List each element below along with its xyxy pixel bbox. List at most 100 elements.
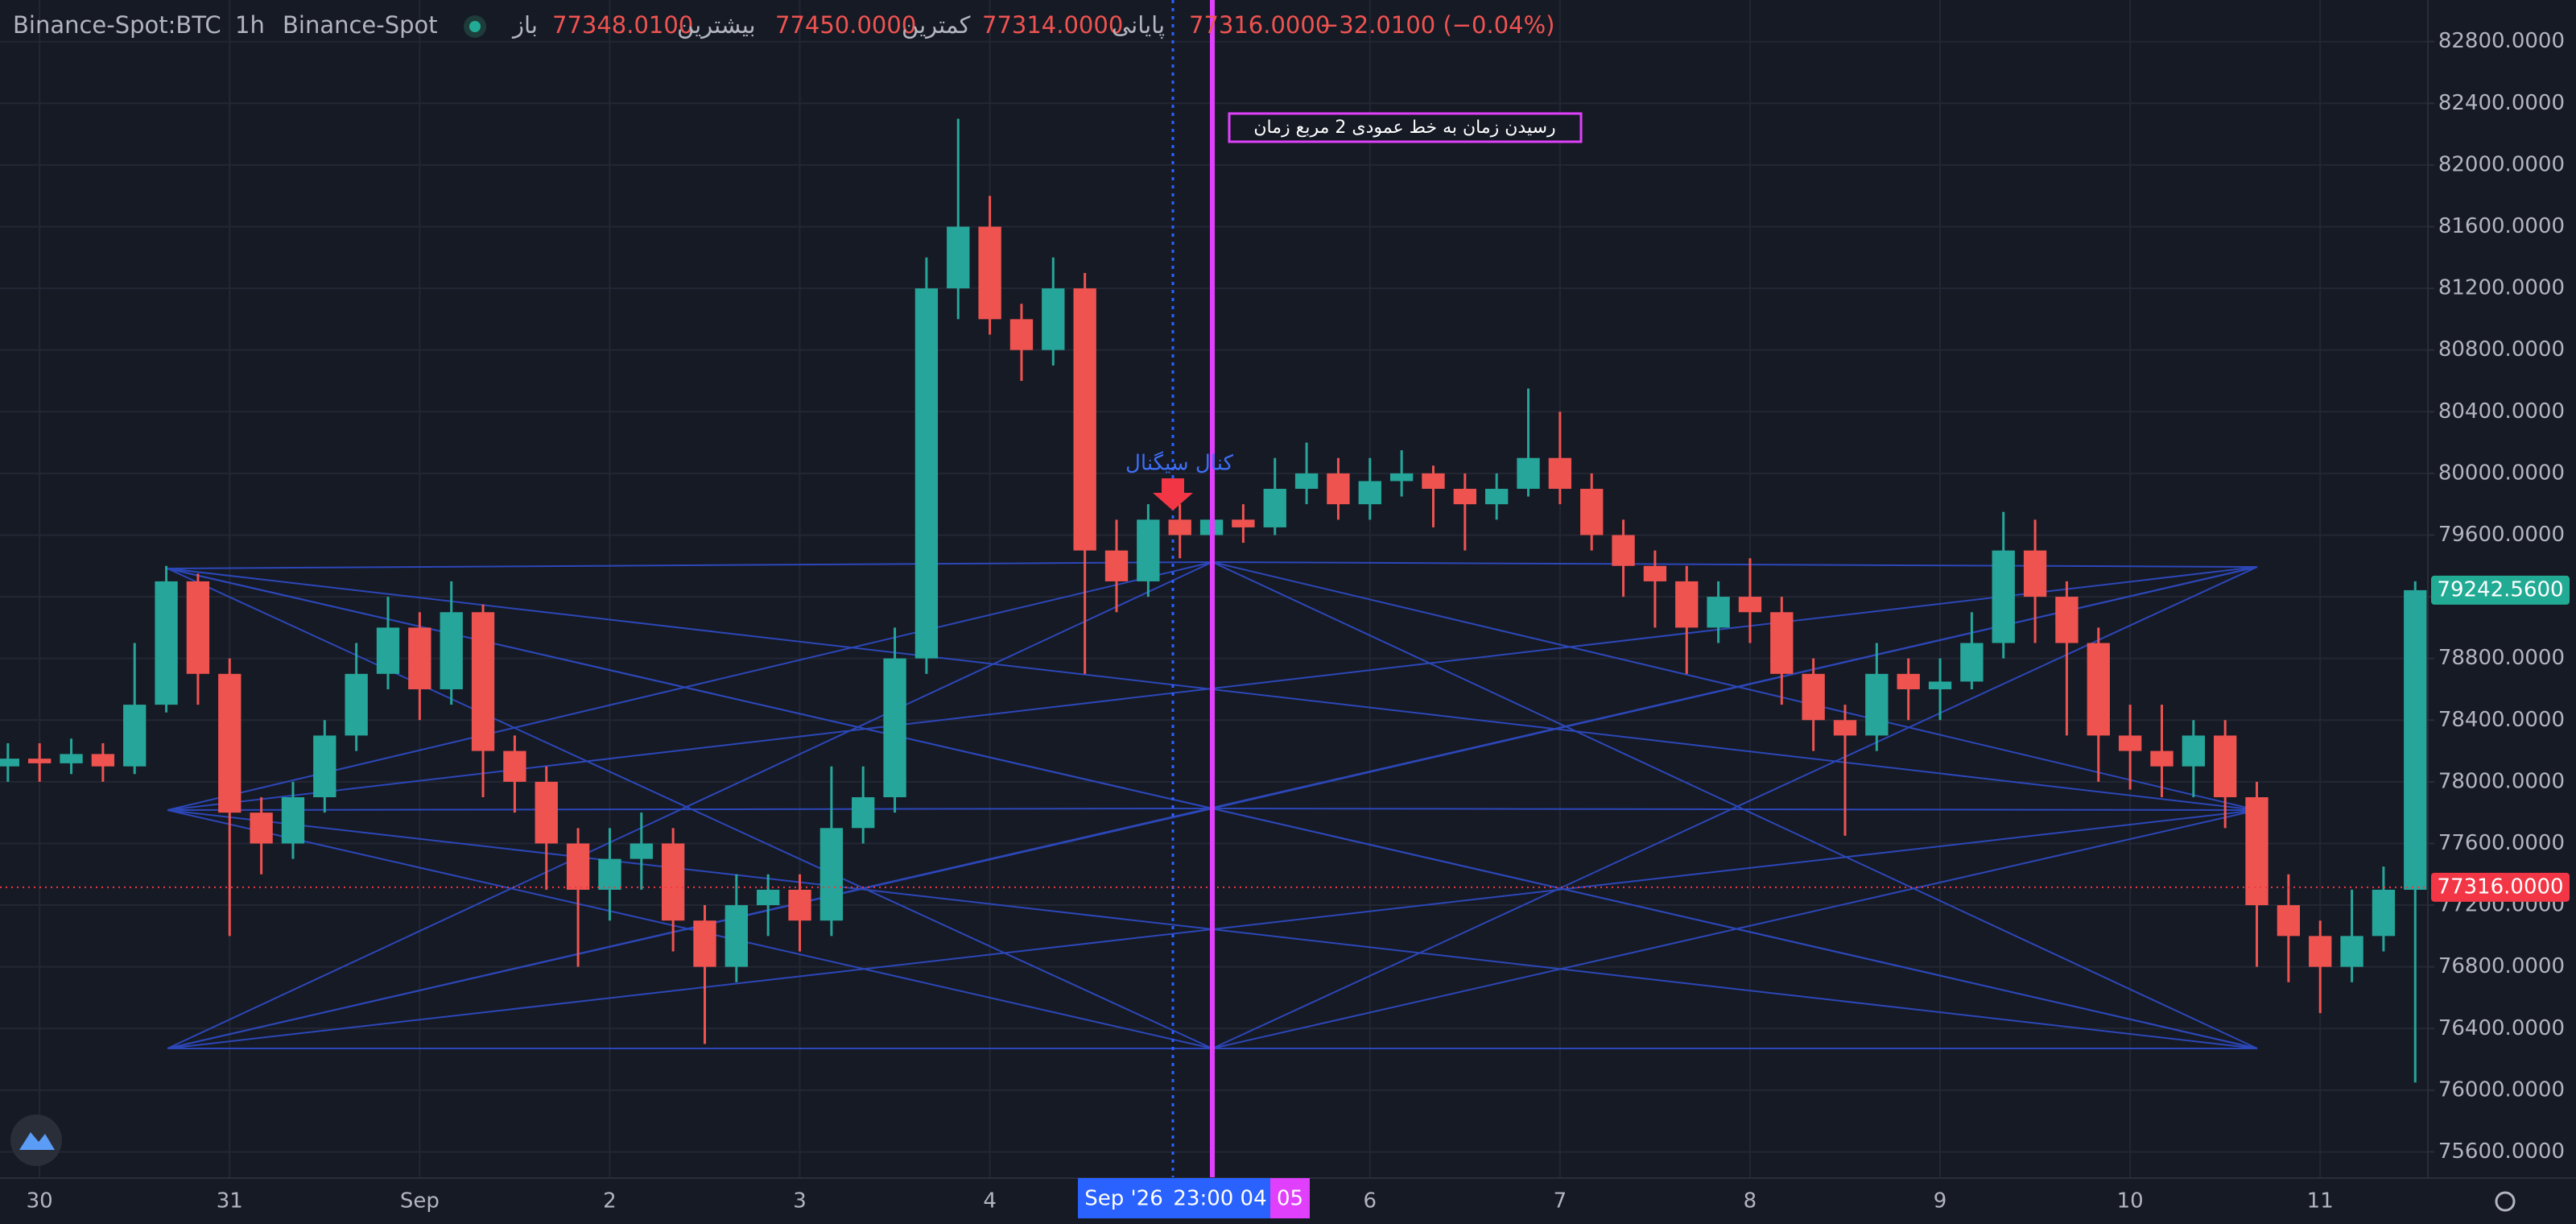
drawing-line: [167, 561, 1213, 811]
candle-body: [155, 581, 178, 705]
candle-body: [2309, 936, 2332, 967]
axes: 75600.0000 76000.0000 76400.0000 76800.0000…: [27, 29, 2570, 1218]
candle-body: [883, 658, 906, 798]
signal-label: کنال سیگنال: [1125, 451, 1234, 476]
y-tick-label: 78000.0000: [2438, 769, 2565, 793]
y-tick-label: 81200.0000: [2438, 276, 2565, 300]
drawing-line: [167, 808, 1213, 811]
candle-body: [1865, 673, 1889, 736]
candle-body: [2340, 936, 2363, 967]
candle-body: [2055, 597, 2079, 643]
candle-body: [2214, 735, 2237, 798]
field-label: پایانی: [1112, 11, 1165, 39]
candle-body: [1738, 597, 1762, 613]
x-tick-label: 31: [217, 1189, 243, 1214]
logo-mark: [19, 1132, 55, 1150]
candle-body: [1422, 473, 1445, 490]
x-tick-label: 4: [983, 1189, 997, 1214]
y-tick-label: 78800.0000: [2438, 646, 2565, 670]
candle-body: [345, 673, 368, 736]
field-value: 77316.0000: [1189, 11, 1330, 39]
candle-body: [123, 705, 147, 767]
interval: 1h: [235, 11, 265, 39]
candle-body: [408, 627, 431, 689]
candle-body: [1675, 581, 1699, 628]
x-tick-label: 6: [1364, 1189, 1377, 1214]
candle-body: [1263, 489, 1286, 527]
candle-body: [1009, 319, 1034, 350]
settings[interactable]: [2495, 1191, 2516, 1212]
settings-icon[interactable]: [2495, 1191, 2516, 1212]
y-tick-label: 80400.0000: [2438, 399, 2565, 424]
exchange: Binance-Spot: [283, 11, 438, 39]
candle-body: [978, 226, 1001, 320]
time-label: 23:00 04: [1173, 1187, 1266, 1211]
candle-body: [693, 920, 716, 967]
candle-body: [218, 673, 242, 813]
candle-body: [186, 581, 210, 674]
candle-body: [1643, 565, 1667, 581]
y-tick-label: 77600.0000: [2438, 831, 2565, 855]
candle-body: [1960, 643, 1984, 682]
y-tick-label: 82400.0000: [2438, 91, 2565, 115]
candle-body: [2372, 889, 2396, 937]
candle-body: [1517, 457, 1540, 490]
last-price-label: 77316.0000: [2437, 875, 2563, 899]
candle-body: [2404, 589, 2427, 890]
field-value: 77314.0000: [982, 11, 1123, 39]
y-tick-label: 81600.0000: [2438, 214, 2565, 238]
candle-body: [91, 754, 115, 767]
status-dot: [469, 21, 481, 32]
candle-body: [0, 759, 20, 767]
candle-body: [1612, 535, 1635, 566]
candle-body: [914, 288, 939, 659]
candle-body: [28, 759, 52, 763]
candle-body: [1042, 288, 1065, 350]
candle-body: [2182, 735, 2205, 767]
candle-body: [598, 858, 621, 890]
y-tick-label: 82000.0000: [2438, 152, 2565, 176]
candle-body: [630, 843, 653, 859]
candle-body: [2277, 905, 2301, 937]
current-price-label: 79242.5600: [2437, 577, 2563, 602]
candle-body: [2023, 550, 2047, 598]
candle-body: [757, 889, 780, 906]
y-tick-label: 76000.0000: [2438, 1077, 2565, 1102]
drawing-line: [1212, 566, 2258, 1049]
candle-body: [2087, 643, 2110, 736]
field-label: بیشترین: [677, 11, 756, 39]
candle-body: [1137, 519, 1160, 581]
signal-arrow: [1153, 478, 1193, 511]
drawing-line: [1212, 808, 2258, 811]
candle-body: [1327, 473, 1350, 505]
candle-body: [250, 813, 273, 844]
candle-body: [471, 612, 495, 751]
candle-body: [440, 612, 463, 689]
candle-body: [1928, 681, 1952, 689]
candle-body: [1294, 473, 1319, 490]
last-price-box: [2431, 872, 2570, 902]
candle-body: [1232, 519, 1255, 527]
y-tick-label: 80800.0000: [2438, 337, 2565, 362]
field-value: 77450.0000: [775, 11, 916, 39]
candle-body: [1548, 457, 1572, 490]
candle-body: [503, 751, 526, 782]
y-tick-label: 79600.0000: [2438, 523, 2565, 547]
candle-body: [1802, 673, 1825, 721]
candle-body: [1104, 550, 1129, 581]
candle-body: [1580, 489, 1604, 536]
annotation-text: رسیدن زمان به خط عمودی 2 مربع زمان: [1253, 118, 1555, 138]
candle-body: [1897, 673, 1920, 689]
time-label-box: [1270, 1178, 1310, 1218]
candle-body: [788, 889, 811, 921]
candle-body: [566, 843, 590, 890]
candle-body: [1453, 489, 1476, 505]
x-tick-label: 8: [1744, 1189, 1757, 1214]
y-tick-label: 82800.0000: [2438, 29, 2565, 53]
candle-body: [60, 754, 83, 763]
candle-body: [1770, 612, 1794, 674]
y-tick-label: 76400.0000: [2438, 1016, 2565, 1040]
